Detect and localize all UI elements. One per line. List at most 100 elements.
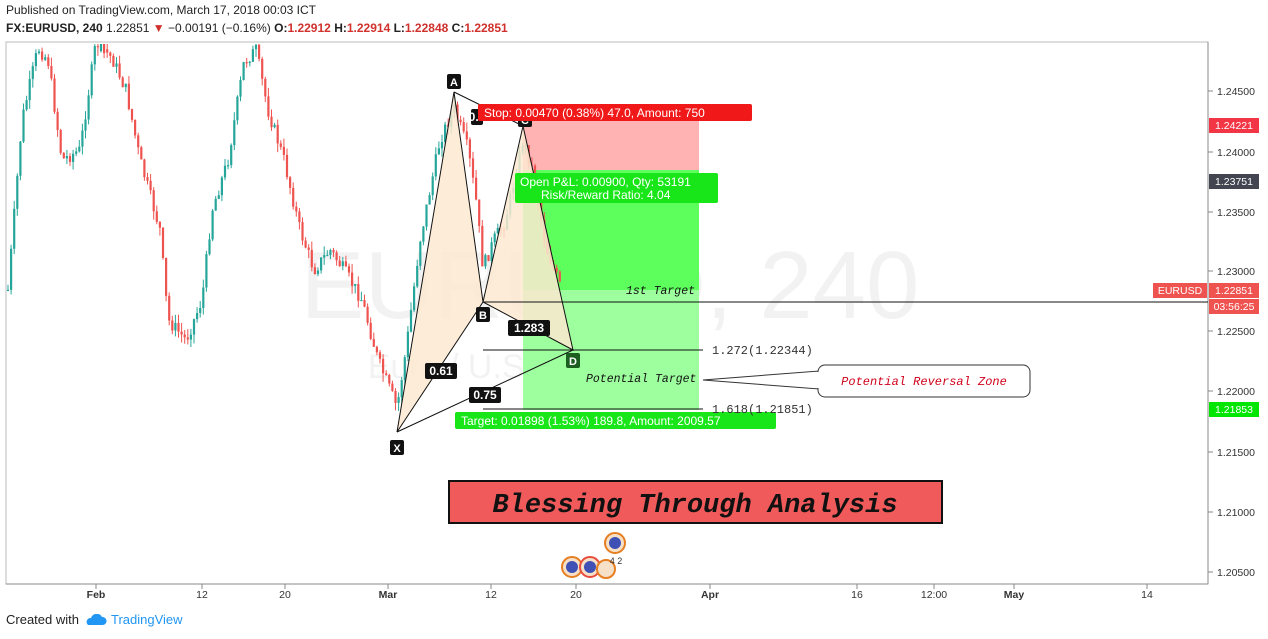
candle-body [19,141,22,176]
point-b[interactable]: B [476,307,490,322]
candle-body [425,204,428,227]
published-line: Published on TradingView.com, March 17, … [6,3,316,17]
candle-body [416,265,419,287]
point-d[interactable]: D [566,353,580,368]
candle-body [493,233,496,243]
candle-body [437,148,440,155]
candle-body [165,257,168,296]
candle-body [155,211,158,222]
candle-body [369,322,372,339]
event-flag-inner-icon [584,561,596,573]
badge-c: 1.23751 [1209,174,1259,189]
candle-body [72,153,75,162]
candle-body [403,357,406,381]
candle-body [338,260,341,267]
candle-body [475,177,478,200]
ratio-061[interactable]: 0.61 [425,363,457,379]
time-tick-label: Feb [87,589,106,601]
stop-label[interactable]: Stop: 0.00470 (0.38%) 47.0, Amount: 750 [478,104,752,121]
open-pl-label[interactable]: Open P&L: 0.00900, Qty: 53191 Risk/Rewar… [515,173,718,203]
candle-body [471,158,475,178]
candle-body [47,57,50,66]
candle-body [103,44,106,54]
cloud-logo-icon [86,613,107,625]
candle-body [419,241,422,266]
candle-body [93,46,96,65]
candle-body [391,383,394,391]
candle-body [149,180,152,191]
price-tick-label: 1.21500 [1217,447,1255,459]
candle-body [264,78,267,97]
target-label-text: Target: 0.01898 (1.53%) 189.8, Amount: 2… [461,414,721,428]
stop-loss-zone[interactable] [523,118,699,170]
time-tick-label: 12 [485,589,497,601]
candle-body [81,130,84,147]
event-flag-icon[interactable] [596,559,616,579]
ratio-1283[interactable]: 1.283 [508,320,550,336]
candle-body [323,255,326,258]
candle-body [168,295,171,321]
point-a[interactable]: A [447,74,461,89]
candle-body [434,154,437,177]
candle-body [13,208,16,249]
candle-body [239,79,242,97]
candle-body [143,159,146,178]
candle-body [109,52,112,56]
candle-body [75,151,78,154]
economic-events[interactable]: 4 2 [561,532,626,579]
high-label: H: [334,21,347,35]
candle-body [217,195,220,199]
candle-body [146,177,149,181]
target-label[interactable]: Target: 0.01898 (1.53%) 189.8, Amount: 2… [455,412,776,429]
candle-body [53,78,56,112]
tradingview-link[interactable]: TradingView [85,612,183,627]
first-target-text[interactable]: 1st Target [626,285,695,298]
candle-body [431,176,434,196]
candle-body [465,131,468,140]
candle-body [192,319,196,335]
candle-body [335,252,338,261]
badge-last-text: 1.22851 [1215,285,1253,297]
candle-body [65,156,68,159]
candle-body [211,210,214,240]
price-tick-label: 1.23000 [1217,266,1255,278]
potential-target-text[interactable]: Potential Target [586,373,697,386]
candle-body [258,44,261,59]
candle-body [372,338,375,347]
candle-body [397,397,400,403]
candle-body [375,346,378,353]
tradingview-brand: TradingView [110,612,183,627]
candle-body [279,143,282,147]
candle-body [189,334,192,340]
time-tick-label: May [1004,589,1025,601]
candle-body [227,165,230,167]
price-axis-ticks: 1.24500 1.24000 1.23500 1.23000 1.22500 1.220… [1208,86,1255,579]
candle-body [115,63,118,67]
price-tick-label: 1.21000 [1217,507,1255,519]
candle-body [301,222,304,241]
candle-body [413,286,416,311]
candle-body [285,154,289,178]
time-axis-ticks: Feb 12 20 Mar 12 20 Apr 16 12:00 May 14 [87,584,1153,601]
candle-body [50,65,53,79]
badge-last: 1.22851 [1209,283,1259,298]
candle-body [329,250,332,255]
candle-body [422,226,425,242]
candle-body [174,322,177,331]
banner[interactable] [448,480,943,524]
ratio-075[interactable]: 0.75 [469,387,501,403]
candle-body [59,130,62,153]
price-change: −0.00191 (−0.16%) [168,21,271,35]
candle-body [177,322,180,332]
point-x[interactable]: X [390,440,404,455]
candle-body [220,177,223,196]
price-tick-label: 1.22500 [1217,326,1255,338]
candle-body [37,51,41,54]
candle-body [96,46,99,48]
candle-body [140,147,143,160]
candle-body [230,145,233,166]
stop-label-text: Stop: 0.00470 (0.38%) 47.0, Amount: 750 [484,106,705,120]
candle-body [344,261,347,267]
badge-target: 1.21853 [1209,402,1259,417]
